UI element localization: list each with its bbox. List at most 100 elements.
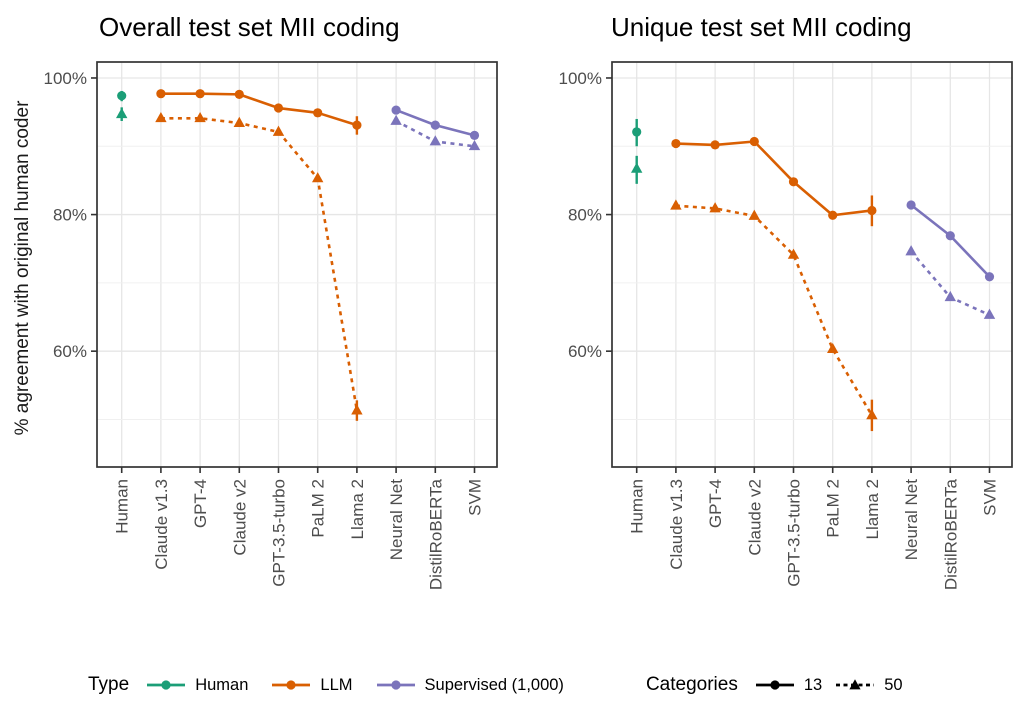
point-triangle [233, 116, 245, 127]
x-tick-label: Claude v1.3 [152, 479, 171, 570]
x-tick-label: GPT-4 [191, 479, 210, 528]
point-circle [671, 138, 681, 149]
point-triangle [312, 172, 324, 183]
legend-key-circle-icon [286, 680, 297, 690]
x-tick-label: DistilRoBERTa [941, 478, 960, 590]
categories-13-key-icon [755, 680, 794, 690]
point-triangle [866, 409, 878, 420]
point-triangle [748, 209, 760, 220]
legend-label-human: Human [195, 675, 249, 694]
point-circle [984, 272, 995, 282]
x-tick-label: PaLM 2 [309, 479, 328, 538]
y-tick-label: 60% [53, 342, 87, 361]
point-triangle [670, 199, 682, 210]
point-triangle [468, 139, 481, 151]
point-circle [352, 120, 362, 130]
x-tick-label: GPT-3.5-turbo [270, 479, 289, 587]
point-triangle [155, 111, 167, 123]
point-circle [469, 130, 480, 140]
x-tick-label: Llama 2 [348, 479, 367, 539]
point-circle [117, 91, 127, 101]
series-line [675, 140, 873, 217]
human-series-key-icon [147, 680, 186, 690]
point-triangle [944, 290, 956, 302]
panel-title-overall: Overall test set MII coding [99, 12, 400, 42]
point-triangle [827, 342, 839, 354]
categories-50-key-icon [836, 679, 875, 690]
point-triangle [905, 245, 917, 256]
x-tick-label: Llama 2 [863, 479, 882, 539]
legend-label-50: 50 [884, 675, 903, 694]
x-tick-label: Claude v2 [745, 479, 764, 556]
y-tick-label: 100% [44, 69, 87, 88]
supervised-series-key-icon [376, 680, 415, 690]
point-circle [788, 177, 799, 187]
point-triangle [116, 107, 128, 119]
series-line [160, 92, 358, 127]
point-triangle [272, 125, 285, 136]
legend-key-circle-icon [161, 680, 171, 690]
legend-key-circle-icon [390, 680, 401, 690]
llm-series-key-icon [272, 680, 311, 690]
x-tick-label: Claude v2 [230, 479, 249, 556]
point-circle [945, 231, 955, 241]
series-line [675, 204, 874, 417]
y-tick-label: 60% [568, 342, 602, 361]
x-tick-label: PaLM 2 [824, 479, 843, 538]
point-circle [391, 105, 401, 115]
legend-item-13: 13 [754, 676, 822, 695]
x-tick-label: DistilRoBERTa [426, 478, 445, 590]
point-circle [234, 89, 244, 99]
legend-label-supervised: Supervised (1,000) [424, 675, 564, 694]
panel-background [612, 62, 1012, 467]
x-tick-label: GPT-4 [706, 479, 725, 528]
point-circle [430, 120, 440, 130]
legend-key-circle-icon [770, 680, 780, 690]
panel-background [97, 62, 497, 467]
point-circle [749, 136, 759, 147]
panel-border [611, 61, 1013, 468]
legend-item-50: 50 [834, 675, 903, 695]
point-circle [195, 89, 205, 99]
x-tick-label: Neural Net [387, 479, 406, 561]
legend-item-human: Human [145, 676, 248, 695]
point-triangle [390, 114, 402, 125]
legend-type-title: Type [88, 674, 130, 695]
point-triangle [631, 162, 643, 173]
point-circle [313, 108, 323, 118]
legend-label-13: 13 [803, 675, 823, 694]
legend-key-triangle-icon [849, 679, 861, 690]
x-tick-label: SVM [466, 479, 485, 516]
x-tick-label: Human [113, 479, 132, 534]
point-triangle [194, 111, 206, 123]
point-circle [632, 127, 642, 137]
point-circle [710, 140, 720, 150]
point-triangle [787, 248, 800, 259]
x-tick-label: GPT-3.5-turbo [785, 479, 804, 587]
x-tick-label: Human [628, 479, 647, 534]
point-circle [867, 205, 877, 216]
legend: Type Human LLM Supervised (1,000) Catego… [88, 674, 925, 696]
point-triangle [709, 202, 721, 213]
y-tick-label: 100% [559, 69, 602, 88]
legend-item-supervised: Supervised (1,000) [375, 676, 564, 695]
x-tick-label: SVM [981, 479, 1000, 516]
panel-title-unique: Unique test set MII coding [611, 12, 912, 42]
legend-item-llm: LLM [270, 675, 353, 695]
point-circle [828, 210, 838, 220]
point-circle [156, 89, 166, 99]
point-circle [906, 200, 916, 210]
y-axis-title: % agreement with original human coder [12, 100, 33, 436]
x-tick-label: Claude v1.3 [667, 479, 686, 570]
point-triangle [429, 135, 441, 146]
point-triangle [983, 308, 996, 319]
y-tick-label: 80% [53, 206, 87, 225]
y-tick-label: 80% [568, 206, 602, 225]
legend-label-llm: LLM [320, 675, 353, 694]
point-circle [273, 103, 284, 113]
x-tick-label: Neural Net [902, 479, 921, 561]
unique-panel-plot: 100% 80% 60% Human Claude v1.3 GPT-4 Claude v2… [559, 61, 1013, 590]
legend-categories-title: Categories [645, 674, 738, 695]
panel-border [96, 61, 498, 468]
